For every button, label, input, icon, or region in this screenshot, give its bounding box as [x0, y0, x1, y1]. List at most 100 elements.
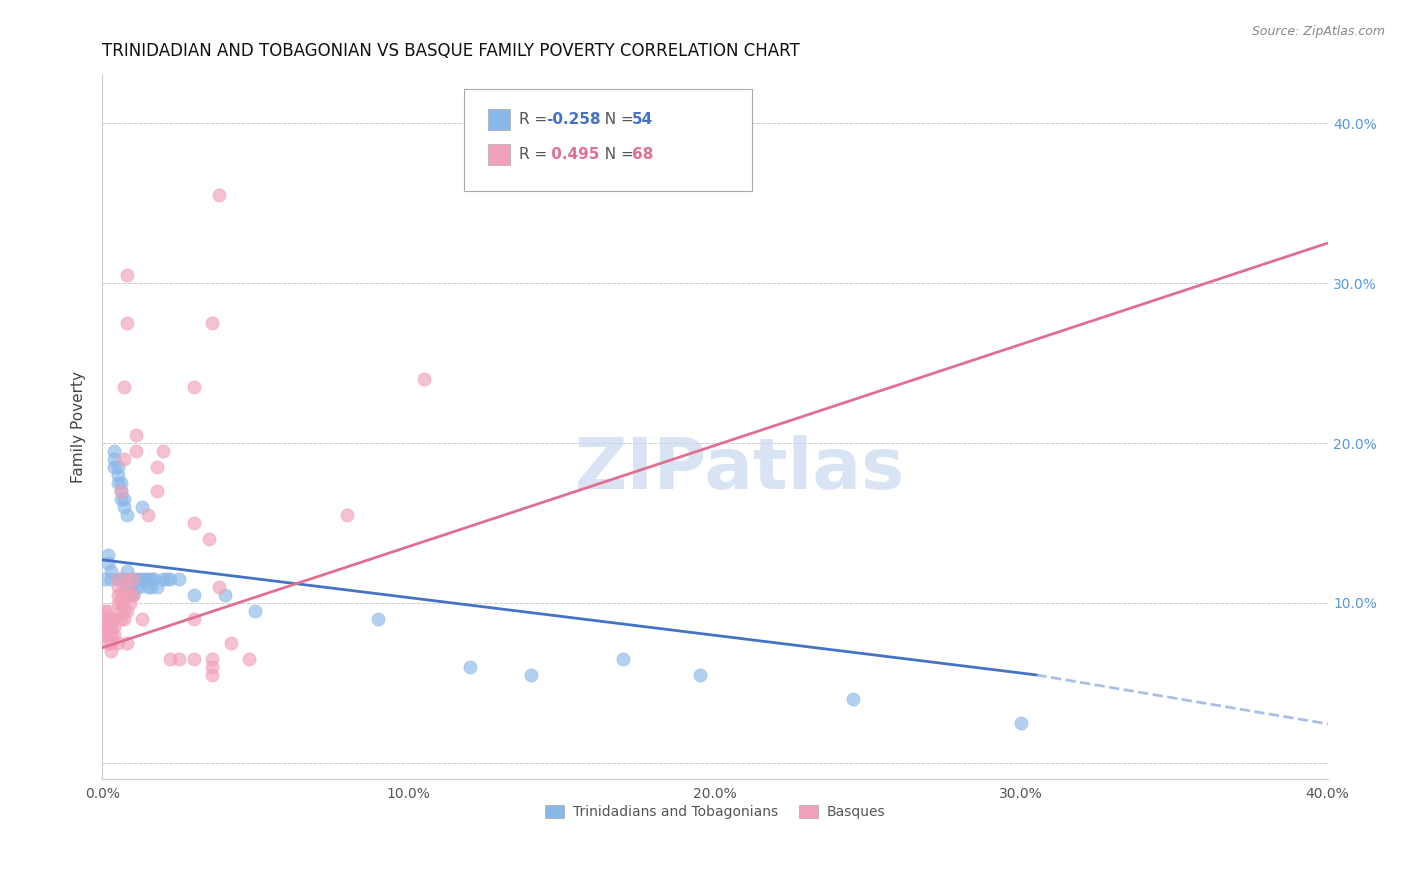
Point [146, 580, 169, 594]
Point [112, 491, 135, 506]
Point [103, 628, 125, 642]
Point [97, 628, 120, 642]
Point [103, 612, 125, 626]
Point [110, 476, 132, 491]
Point [100, 644, 122, 658]
Point [689, 668, 711, 682]
Point [112, 596, 135, 610]
Point [245, 604, 267, 618]
Text: -0.258: -0.258 [546, 112, 600, 127]
Point [238, 652, 260, 666]
Text: ZIPatlas: ZIPatlas [574, 434, 904, 504]
Point [136, 572, 159, 586]
Point [103, 444, 125, 458]
Point [112, 588, 135, 602]
Point [110, 572, 132, 586]
Point [112, 452, 135, 467]
Point [143, 572, 166, 586]
Point [97, 620, 120, 634]
Point [214, 588, 236, 602]
Point [94, 628, 117, 642]
Point [183, 612, 205, 626]
Point [152, 444, 174, 458]
Point [146, 483, 169, 498]
Point [100, 612, 122, 626]
Point [367, 612, 389, 626]
Point [110, 604, 132, 618]
Text: 68: 68 [631, 147, 652, 162]
Y-axis label: Family Poverty: Family Poverty [72, 371, 86, 483]
Point [112, 380, 135, 394]
Point [115, 580, 138, 594]
Point [100, 620, 122, 634]
Point [115, 636, 138, 650]
Point [103, 620, 125, 634]
Text: 0.495: 0.495 [546, 147, 599, 162]
Point [125, 428, 148, 442]
Point [121, 588, 143, 602]
Text: TRINIDADIAN AND TOBAGONIAN VS BASQUE FAMILY POVERTY CORRELATION CHART: TRINIDADIAN AND TOBAGONIAN VS BASQUE FAM… [103, 42, 800, 60]
Point [201, 316, 224, 330]
Point [134, 572, 156, 586]
Point [118, 572, 141, 586]
Point [183, 516, 205, 530]
Point [207, 580, 229, 594]
Point [107, 572, 129, 586]
Point [125, 572, 148, 586]
Point [100, 636, 122, 650]
Point [115, 564, 138, 578]
Point [159, 572, 181, 586]
Point [115, 268, 138, 282]
Point [841, 692, 863, 706]
Point [110, 596, 132, 610]
Point [141, 580, 163, 594]
Point [131, 500, 153, 514]
Point [125, 580, 148, 594]
Point [167, 652, 190, 666]
Point [115, 316, 138, 330]
Point [115, 580, 138, 594]
Point [100, 628, 122, 642]
Point [336, 508, 359, 522]
Legend: Trinidadians and Tobagonians, Basques: Trinidadians and Tobagonians, Basques [540, 799, 890, 825]
Point [183, 652, 205, 666]
Point [136, 508, 159, 522]
Point [107, 636, 129, 650]
Point [112, 612, 135, 626]
Point [128, 580, 150, 594]
Point [141, 572, 163, 586]
Point [110, 483, 132, 498]
Point [97, 556, 120, 570]
Point [155, 572, 177, 586]
Text: R =: R = [519, 147, 553, 162]
Point [112, 580, 135, 594]
Bar [488, 145, 510, 165]
Point [107, 580, 129, 594]
Point [107, 468, 129, 483]
Point [107, 476, 129, 491]
Point [112, 604, 135, 618]
Point [520, 668, 543, 682]
Point [131, 612, 153, 626]
Point [121, 572, 143, 586]
Point [103, 452, 125, 467]
Point [201, 668, 224, 682]
Point [198, 532, 221, 546]
Point [107, 460, 129, 475]
Text: Source: ZipAtlas.com: Source: ZipAtlas.com [1251, 25, 1385, 38]
Point [115, 572, 138, 586]
Point [110, 612, 132, 626]
Point [458, 660, 481, 674]
Point [121, 572, 143, 586]
Point [112, 500, 135, 514]
Point [183, 588, 205, 602]
Point [115, 508, 138, 522]
Point [201, 652, 224, 666]
Point [100, 572, 122, 586]
Point [131, 572, 153, 586]
Text: N =: N = [595, 112, 638, 127]
Point [107, 596, 129, 610]
Point [125, 444, 148, 458]
Point [97, 636, 120, 650]
Point [118, 588, 141, 602]
